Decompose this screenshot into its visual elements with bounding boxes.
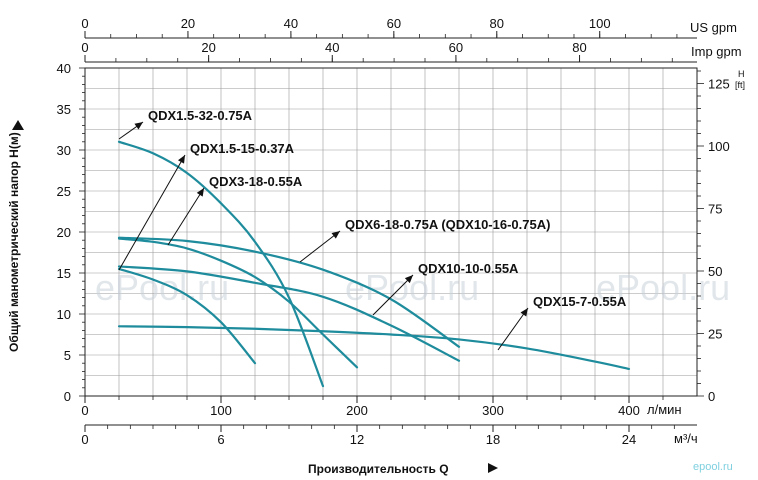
series-label-qdx10-10-0-55a: QDX10-10-0.55A: [418, 261, 519, 276]
imp-gpm-axis-tick-label: 60: [449, 40, 463, 55]
m3h-axis-tick-label: 24: [622, 432, 636, 447]
watermark-3: ePool.ru: [596, 267, 730, 308]
lpm-axis-tick-label: 300: [482, 403, 504, 418]
watermark-1: ePool.ru: [95, 267, 229, 308]
left-axis-tick-label: 25: [57, 184, 71, 199]
series-label-qdx15-7-0-55a: QDX15-7-0.55A: [533, 294, 627, 309]
left-axis-tick-label: 40: [57, 61, 71, 76]
x-axis-title-arrow: [488, 463, 498, 473]
right-axis-unit-top: H: [738, 69, 745, 79]
right-axis-tick-label: 75: [708, 202, 722, 217]
lpm-axis-tick-label: 100: [210, 403, 232, 418]
lpm-axis-tick-label: 200: [346, 403, 368, 418]
us-gpm-axis-tick-label: 20: [181, 16, 195, 31]
series-label-leader: [167, 187, 205, 246]
series-line-qdx6-18-0-75a-qdx10-16-0-75a: [117, 236, 461, 348]
us-gpm-axis-tick-label: 0: [81, 16, 88, 31]
imp-gpm-axis-tick-label: 20: [201, 40, 215, 55]
x-axis-title: Производительность Q: [308, 462, 449, 476]
lpm-unit: л/мин: [647, 402, 682, 417]
series-label-qdx3-18-0-55a: QDX3-18-0.55A: [209, 174, 303, 189]
series-line-qdx1-5-32-0-75a: [117, 140, 325, 388]
us-gpm-axis-tick-label: 100: [589, 16, 611, 31]
series-label-leader: [497, 307, 529, 351]
series-label-qdx1-5-15-0-37a: QDX1.5-15-0.37A: [190, 141, 295, 156]
y-axis-title: Общий манометрический напор H(м): [7, 132, 21, 352]
us-gpm-axis-tick-label: 60: [387, 16, 401, 31]
right-axis-tick-label: 0: [708, 389, 715, 404]
watermark-layer: ePool.ru ePool.ru ePool.ru epool.ru: [95, 267, 733, 473]
m3h-axis-tick-label: 6: [217, 432, 224, 447]
lpm-axis-tick-label: 0: [81, 403, 88, 418]
series-label-arrowhead: [520, 308, 528, 317]
m3h-axis-tick-label: 12: [350, 432, 364, 447]
grid: [85, 68, 697, 396]
right-axis-tick-label: 100: [708, 139, 730, 154]
lpm-axis-tick-label: 400: [618, 403, 640, 418]
left-axis-tick-label: 15: [57, 266, 71, 281]
series-label-qdx1-5-32-0-75a: QDX1.5-32-0.75A: [148, 108, 253, 123]
m3h-axis-tick-label: 18: [486, 432, 500, 447]
series-label-leader: [299, 230, 341, 263]
right-axis-unit-bottom: [ft]: [735, 80, 745, 90]
left-axis-tick-label: 5: [64, 348, 71, 363]
series-lines: [117, 140, 631, 388]
left-axis-tick-label: 20: [57, 225, 71, 240]
series-label-arrowhead: [177, 155, 185, 164]
imp-gpm-axis-tick-label: 0: [81, 40, 88, 55]
series-labels: QDX1.5-32-0.75A QDX1.5-15-0.37A QDX3-18-0.…: [118, 108, 627, 351]
series-line-qdx10-10-0-55a: [117, 265, 461, 362]
watermark-small: epool.ru: [693, 461, 733, 473]
series-label-qdx6-18-0-75a-qdx10-16-0-75a: QDX6-18-0.75A (QDX10-16-0.75A): [345, 217, 550, 232]
left-axis-tick-label: 10: [57, 307, 71, 322]
right-axis-tick-label: 125: [708, 77, 730, 92]
right-axis-tick-label: 25: [708, 327, 722, 342]
imp-gpm-unit: Imp gpm: [691, 44, 742, 59]
left-axis-tick-label: 35: [57, 102, 71, 117]
imp-gpm-axis-tick-label: 40: [325, 40, 339, 55]
series-label-leader: [372, 274, 414, 316]
left-axis-tick-label: 0: [64, 389, 71, 404]
m3h-unit: м³/ч: [674, 431, 698, 446]
us-gpm-axis-tick-label: 80: [490, 16, 504, 31]
imp-gpm-axis-tick-label: 80: [572, 40, 586, 55]
series-label-leader: [118, 154, 186, 271]
right-axis-tick-label: 50: [708, 264, 722, 279]
us-gpm-unit: US gpm: [690, 20, 737, 35]
series-label-arrowhead: [331, 231, 340, 239]
series-label-arrowhead: [196, 188, 204, 197]
series-line-qdx1-5-15-0-37a: [117, 267, 257, 365]
series-label-arrowhead: [134, 122, 143, 130]
left-axis-tick-label: 30: [57, 143, 71, 158]
series-label-arrowhead: [404, 275, 413, 284]
series-line-qdx15-7-0-55a: [117, 325, 631, 371]
m3h-axis-tick-label: 0: [81, 432, 88, 447]
y-axis-title-arrow: [12, 120, 24, 130]
us-gpm-axis-tick-label: 40: [284, 16, 298, 31]
